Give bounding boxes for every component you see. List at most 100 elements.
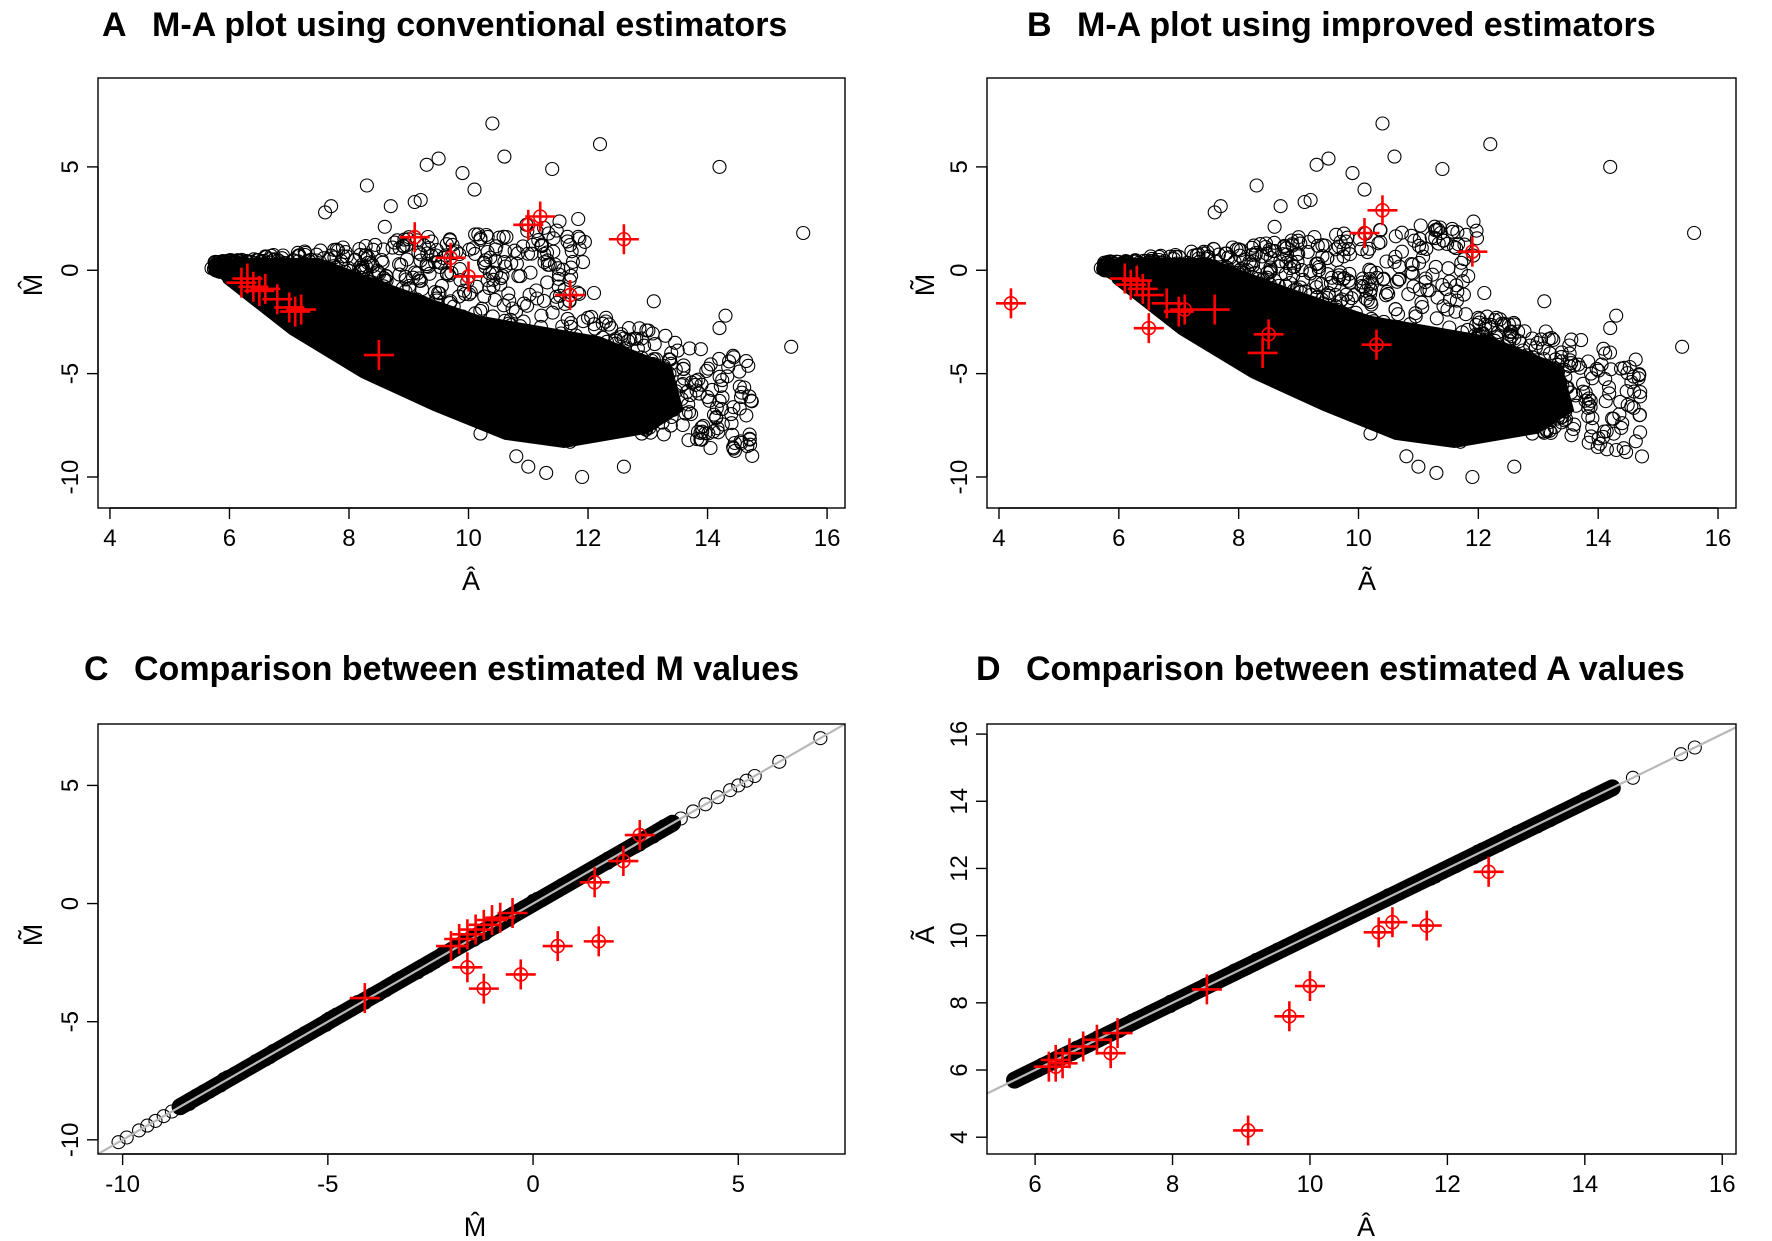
cloud-point bbox=[739, 408, 754, 423]
data-point bbox=[551, 261, 566, 276]
cloud-point bbox=[1233, 243, 1248, 258]
data-point bbox=[676, 358, 691, 373]
highlight-circle bbox=[1481, 864, 1496, 880]
cloud-point bbox=[689, 383, 704, 398]
data-point bbox=[1207, 205, 1222, 220]
cloud-point bbox=[1313, 313, 1328, 328]
highlight-marker bbox=[286, 294, 317, 325]
data-point bbox=[1471, 310, 1486, 325]
highlight-circle bbox=[520, 217, 536, 233]
cloud-point bbox=[1548, 352, 1563, 367]
cloud-point bbox=[1258, 313, 1273, 329]
highlight-marker bbox=[363, 340, 394, 371]
cloud-point bbox=[1428, 259, 1443, 274]
data-point bbox=[1333, 294, 1348, 309]
highlight-marker bbox=[468, 973, 499, 1004]
cloud-point bbox=[1445, 221, 1460, 236]
cloud-point bbox=[1371, 236, 1386, 251]
cloud-point bbox=[282, 266, 297, 282]
highlight-marker bbox=[579, 867, 610, 898]
cloud-point bbox=[622, 404, 638, 419]
cloud-point bbox=[713, 378, 728, 394]
data-point bbox=[586, 343, 602, 358]
cloud-point bbox=[1354, 313, 1369, 328]
highlight-marker bbox=[452, 919, 483, 950]
cloud-point bbox=[394, 257, 409, 272]
cloud-point bbox=[1616, 441, 1631, 456]
cloud-point bbox=[515, 239, 531, 254]
diagonal-point bbox=[1152, 1002, 1167, 1017]
diagonal-point bbox=[286, 1035, 301, 1050]
cloud-point bbox=[372, 308, 387, 323]
data-point bbox=[119, 1130, 134, 1145]
diagonal-point bbox=[337, 1004, 352, 1019]
highlight-marker bbox=[1040, 1051, 1071, 1082]
diagonal-point bbox=[421, 959, 436, 974]
cloud-point bbox=[699, 363, 714, 379]
cloud-point bbox=[555, 319, 570, 334]
panel-d-plot-area: 6 8 10 12 14 16 4 6 8 10 12 14 16 bbox=[946, 721, 1737, 1198]
data-point bbox=[1687, 740, 1702, 755]
cloud-point bbox=[329, 242, 344, 257]
cloud-point bbox=[658, 328, 673, 343]
cloud-point bbox=[1314, 276, 1329, 291]
cloud-point bbox=[1390, 307, 1406, 322]
diagonal-point bbox=[1484, 838, 1500, 853]
diagonal-point bbox=[1204, 977, 1219, 992]
highlight-marker bbox=[608, 224, 639, 255]
data-point bbox=[1435, 161, 1450, 177]
cloud-point bbox=[1293, 236, 1308, 251]
cloud-point bbox=[1469, 331, 1484, 346]
cloud-point bbox=[1322, 312, 1337, 327]
highlight-circle bbox=[1048, 1059, 1064, 1074]
panel-b: B M-A plot using improved estimators 4 6 8… bbox=[910, 6, 1737, 596]
cloud-point bbox=[1632, 408, 1647, 423]
data-point bbox=[796, 225, 811, 241]
data-point bbox=[598, 310, 614, 325]
cloud-point bbox=[421, 320, 436, 335]
cloud-point bbox=[1439, 282, 1454, 297]
data-point bbox=[1441, 335, 1456, 350]
cloud-point bbox=[1512, 376, 1527, 391]
cloud-point bbox=[724, 407, 739, 422]
diagonal-point bbox=[1353, 904, 1368, 919]
cloud-point bbox=[1344, 333, 1359, 349]
cloud-point bbox=[705, 382, 720, 397]
cloud-point bbox=[1286, 283, 1301, 298]
cloud-point bbox=[536, 374, 551, 389]
cloud-point bbox=[1149, 263, 1164, 278]
data-point bbox=[739, 773, 754, 788]
highlight-marker bbox=[460, 914, 491, 945]
cloud-point bbox=[1247, 287, 1262, 302]
highlight-marker bbox=[555, 280, 586, 311]
data-point bbox=[1507, 331, 1522, 346]
cloud-point bbox=[1549, 398, 1564, 413]
data-point bbox=[1483, 137, 1498, 152]
highlight-marker bbox=[1367, 195, 1398, 226]
cloud-point bbox=[617, 341, 632, 356]
data-point bbox=[646, 352, 661, 367]
data-point bbox=[423, 955, 438, 970]
data-point bbox=[347, 304, 363, 319]
cloud-point bbox=[1322, 334, 1337, 349]
cloud-point bbox=[692, 386, 707, 401]
data-point bbox=[813, 731, 828, 746]
x-tick-label: 8 bbox=[342, 525, 355, 552]
data-point bbox=[664, 409, 679, 425]
cloud-point bbox=[1320, 250, 1335, 266]
diagonal-point bbox=[1532, 816, 1547, 831]
cloud-point bbox=[1602, 386, 1617, 401]
highlight-circle bbox=[1240, 1123, 1256, 1138]
diagonal-point bbox=[216, 1072, 231, 1087]
panel-c: C Comparison between estimated M values … bbox=[18, 650, 846, 1241]
cloud-point bbox=[1566, 421, 1581, 437]
identity-line bbox=[987, 726, 1736, 1095]
cloud-point bbox=[546, 231, 561, 246]
cloud-point bbox=[299, 263, 314, 278]
data-point bbox=[1153, 248, 1168, 263]
highlight-marker bbox=[244, 275, 275, 306]
cloud-point bbox=[1483, 410, 1498, 425]
cloud-point bbox=[688, 373, 703, 389]
diagonal-point bbox=[1141, 1009, 1156, 1024]
